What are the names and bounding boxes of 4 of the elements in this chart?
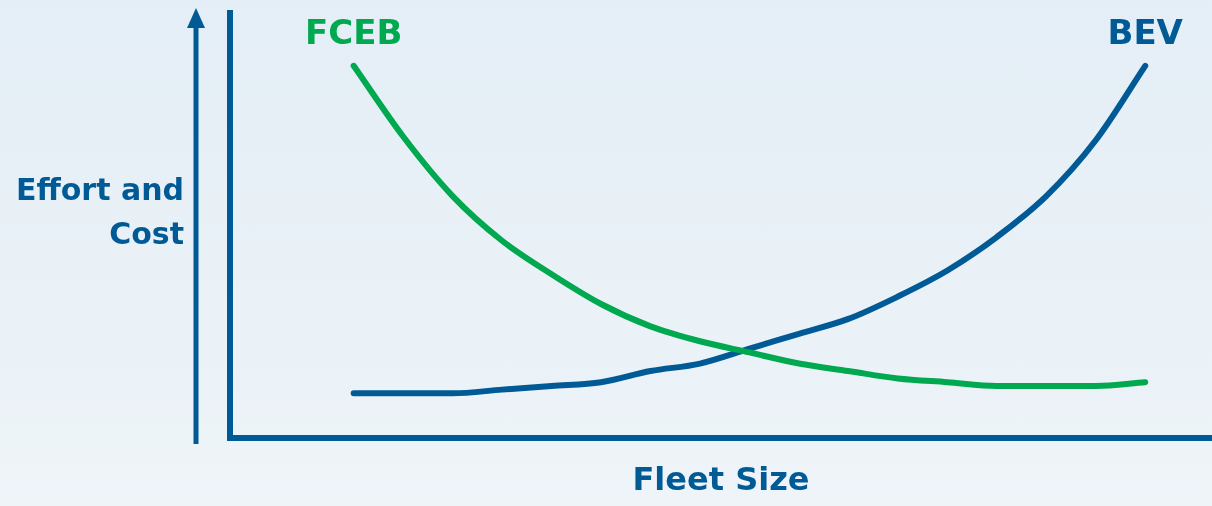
x-axis-title: Fleet Size (631, 460, 811, 498)
series-label: BEV (1107, 11, 1184, 52)
series-label: FCEB (305, 11, 403, 52)
y-axis-title: Effort and Cost (14, 171, 184, 253)
